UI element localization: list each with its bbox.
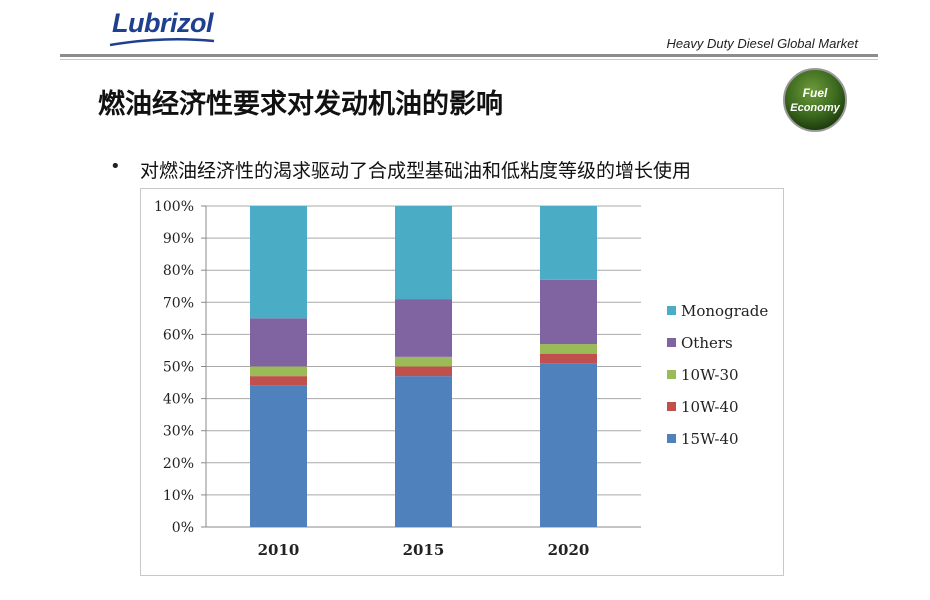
y-tick-label: 0% <box>172 520 194 536</box>
bar-segment <box>395 356 452 367</box>
bar-segment <box>540 344 597 354</box>
y-tick-label: 70% <box>163 295 194 311</box>
legend-label: Others <box>681 334 733 352</box>
market-subtitle: Heavy Duty Diesel Global Market <box>666 36 858 51</box>
stacked-bar-chart: 0% 10% 20% 30% 40% 50% 60% 70% 80% 90% 100% 2010 201… <box>140 188 784 576</box>
header-rule <box>60 54 878 57</box>
y-tick-label: 80% <box>163 263 194 279</box>
y-tick-label: 30% <box>163 424 194 440</box>
bar-segment <box>395 206 452 300</box>
bar-segment <box>540 353 597 364</box>
legend-swatch <box>667 306 676 315</box>
legend-swatch <box>667 338 676 347</box>
bullet-marker: • <box>110 156 121 177</box>
y-tick-label: 10% <box>163 488 194 504</box>
bar-segment <box>250 366 307 377</box>
legend-label: 10W-40 <box>681 398 739 416</box>
badge-line1: Fuel <box>803 86 828 100</box>
lubrizol-logo: Lubrizol <box>112 8 213 38</box>
chart-svg: 0% 10% 20% 30% 40% 50% 60% 70% 80% 90% 100% 2010 201… <box>154 199 768 559</box>
bar-segment <box>540 206 597 280</box>
bar-segment <box>395 376 452 527</box>
slide-title: 燃油经济性要求对发动机油的影响 <box>98 89 503 120</box>
x-tick-label: 2015 <box>403 541 445 559</box>
legend-label: 10W-30 <box>681 366 739 384</box>
y-tick-label: 20% <box>163 456 194 472</box>
legend-swatch <box>667 434 676 443</box>
x-tick-label: 2010 <box>258 541 300 559</box>
bar-segment <box>540 279 597 345</box>
badge-line2: Economy <box>790 102 840 114</box>
badge-circle <box>783 68 847 132</box>
bar-segment <box>395 366 452 377</box>
bullet-text: 对燃油经济性的渴求驱动了合成型基础油和低粘度等级的增长使用 <box>140 160 692 182</box>
legend-swatch <box>667 370 676 379</box>
y-tick-label: 60% <box>163 327 194 343</box>
bar-segment <box>250 376 307 386</box>
x-tick-label: 2020 <box>548 541 590 559</box>
y-tick-label: 40% <box>163 392 194 408</box>
legend-label: 15W-40 <box>681 430 739 448</box>
logo-swoosh-icon <box>109 37 215 47</box>
bar-segment <box>395 299 452 357</box>
y-tick-label: 90% <box>163 231 194 247</box>
bar-segment <box>250 318 307 367</box>
bar-segment <box>250 385 307 527</box>
bar-segment <box>540 363 597 527</box>
bar-segment <box>250 206 307 319</box>
header-rule-thin <box>60 59 878 60</box>
fuel-economy-badge: Fuel Economy <box>783 68 847 132</box>
y-tick-label: 100% <box>154 199 194 215</box>
y-tick-label: 50% <box>163 360 194 376</box>
legend-swatch <box>667 402 676 411</box>
legend-label: Monograde <box>681 302 768 320</box>
